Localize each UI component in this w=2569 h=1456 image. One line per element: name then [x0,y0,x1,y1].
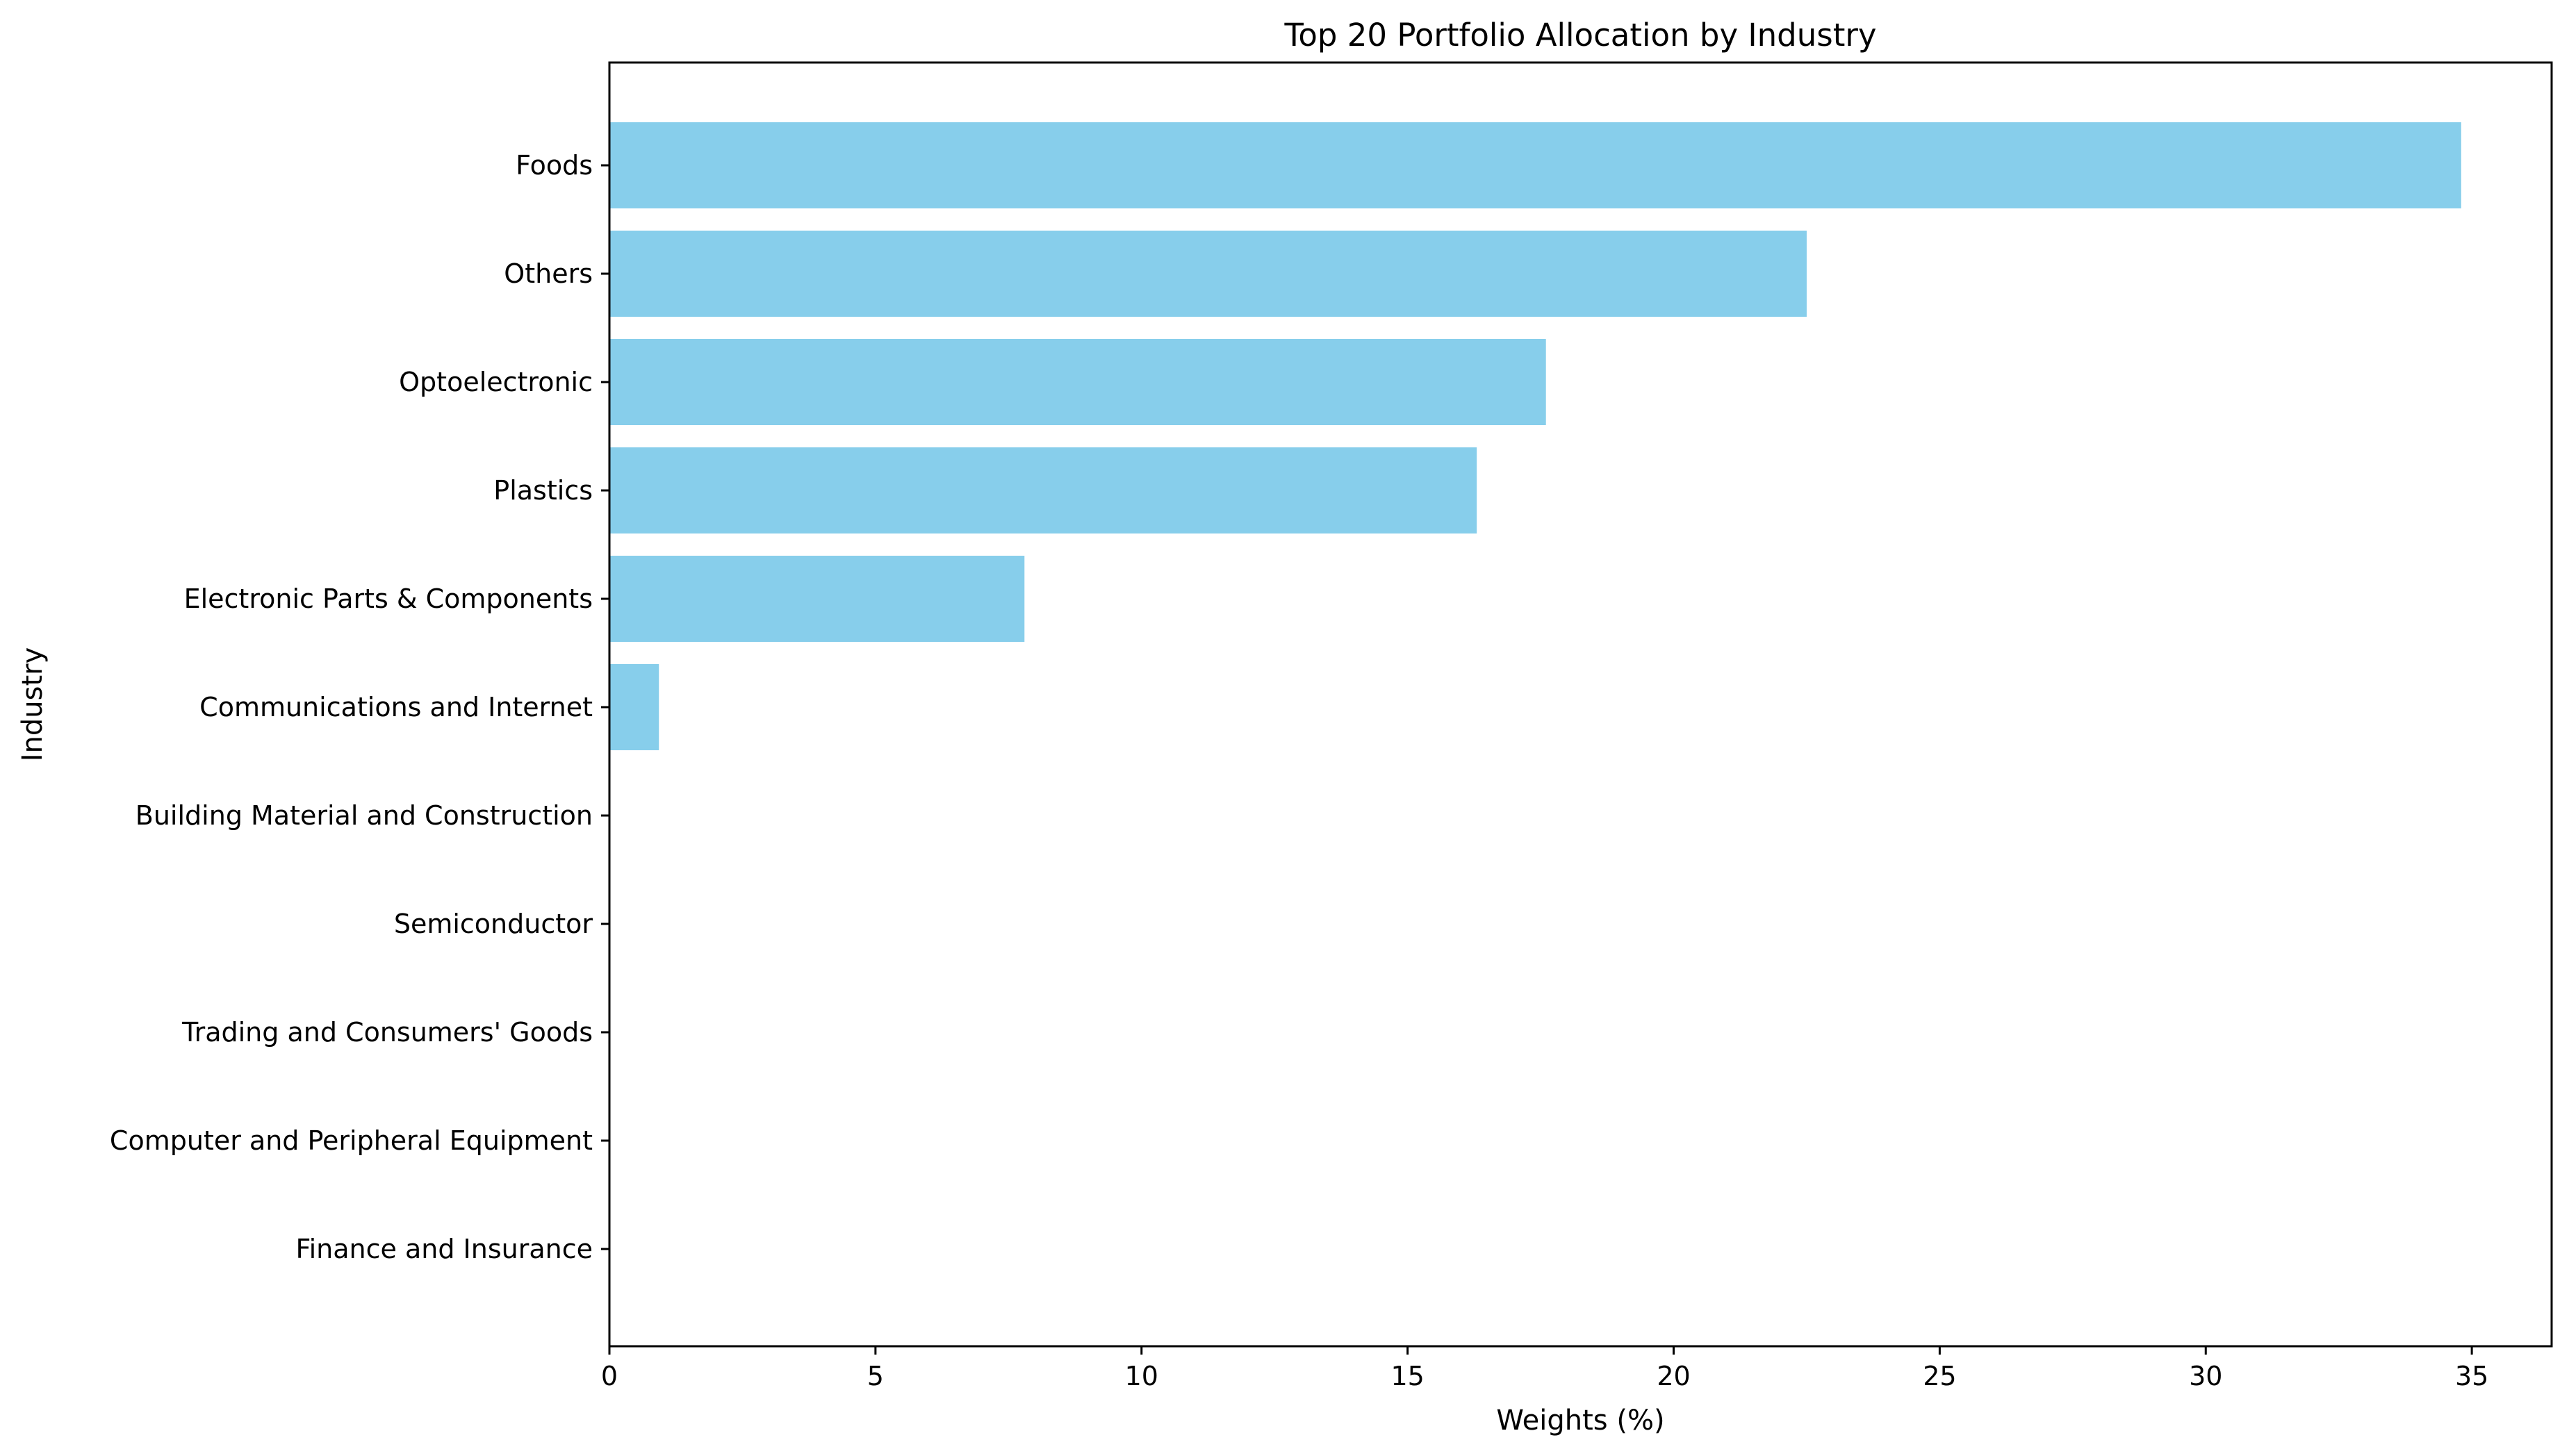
y-tick-label: Foods [516,150,593,181]
bar [609,339,1546,425]
y-tick-label: Electronic Parts & Components [184,584,593,614]
bar [609,122,2461,208]
y-tick-label: Optoelectronic [399,367,593,397]
y-tick-label: Computer and Peripheral Equipment [110,1125,593,1156]
y-tick-label: Plastics [493,475,593,506]
y-tick-label: Semiconductor [394,909,593,939]
y-tick-label: Others [504,258,593,289]
y-ticks-group: Foods Others Optoelectronic Plastics Electro… [110,150,609,1264]
bar [609,664,659,750]
y-axis-label: Industry [17,647,49,762]
x-tick-label: 10 [1125,1361,1158,1391]
x-tick-label: 15 [1390,1361,1424,1391]
x-tick-label: 20 [1657,1361,1690,1391]
bar [609,556,1025,642]
x-tick-label: 35 [2455,1361,2488,1391]
bar [609,447,1477,533]
bar [609,231,1807,317]
y-tick-label: Finance and Insurance [296,1234,593,1264]
x-tick-label: 25 [1923,1361,1956,1391]
x-tick-label: 0 [601,1361,618,1391]
y-tick-label: Building Material and Construction [136,800,593,831]
y-tick-label: Trading and Consumers' Goods [181,1017,593,1048]
plot-frame [608,61,2553,1348]
chart-title: Top 20 Portfolio Allocation by Industry [1284,17,1877,53]
x-ticks-group: 0 5 10 15 20 25 30 35 [601,1346,2488,1391]
x-tick-label: 5 [867,1361,884,1391]
bars-group [609,122,2461,750]
x-tick-label: 30 [2189,1361,2222,1391]
y-tick-label: Communications and Internet [199,692,593,722]
x-axis-label: Weights (%) [1496,1405,1664,1437]
